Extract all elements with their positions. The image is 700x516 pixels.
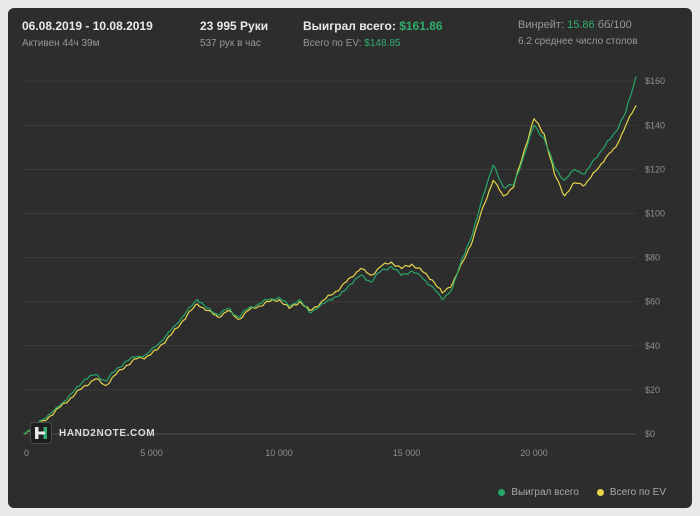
won-total-value: $161.86 — [399, 19, 443, 33]
svg-text:$40: $40 — [645, 341, 660, 351]
hands-per-hour: 537 рук в час — [200, 38, 261, 49]
ev-total-label: Всего по EV: — [303, 38, 362, 49]
svg-text:$120: $120 — [645, 164, 665, 174]
active-time: Активен 44ч 39м — [22, 38, 100, 49]
hands-stat: 23 995 Руки 537 рук в час — [200, 19, 268, 49]
winnings-chart[interactable]: $0 $20 $40 $60 $80 $100 $120 $140 $160 0 5 000 10 0… — [22, 62, 682, 466]
svg-text:$160: $160 — [645, 76, 665, 86]
won-total-line: Выиграл всего: $161.86 — [303, 19, 443, 33]
svg-text:5 000: 5 000 — [140, 448, 163, 458]
svg-text:$0: $0 — [645, 429, 655, 439]
hand2note-logo: HAND2NOTE.COM — [30, 422, 155, 444]
winrate-label: Винрейт: — [518, 19, 565, 31]
legend-item-won[interactable]: Выиграл всего — [498, 487, 579, 498]
svg-text:15 000: 15 000 — [393, 448, 421, 458]
hand2note-logo-icon — [30, 422, 52, 444]
ev-total-line: Всего по EV: $148.85 — [303, 38, 443, 49]
chart-legend: Выиграл всего Всего по EV — [498, 487, 666, 498]
winrate-unit: бб/100 — [597, 19, 632, 31]
legend-item-ev[interactable]: Всего по EV — [596, 487, 666, 498]
legend-dot-won — [498, 489, 506, 496]
svg-text:$80: $80 — [645, 253, 660, 263]
hand2note-logo-text: HAND2NOTE.COM — [59, 427, 156, 439]
svg-text:$60: $60 — [645, 297, 660, 307]
svg-text:10 000: 10 000 — [265, 448, 293, 458]
svg-text:20 000: 20 000 — [520, 448, 548, 458]
winrate-value: 15.86 — [567, 19, 595, 31]
legend-dot-ev — [596, 489, 604, 496]
hands-count: 23 995 Руки — [200, 19, 269, 33]
winrate-line: Винрейт: 15.86 бб/100 — [518, 19, 638, 31]
svg-text:$100: $100 — [645, 209, 665, 219]
svg-text:$140: $140 — [645, 120, 665, 130]
avg-tables: 6.2 среднее число столов — [518, 36, 638, 47]
ev-total-value: $148.85 — [364, 38, 401, 49]
svg-text:$20: $20 — [645, 385, 660, 395]
date-range-stat: 06.08.2019 - 10.08.2019 Активен 44ч 39м — [22, 19, 153, 49]
legend-label-ev: Всего по EV — [609, 487, 666, 498]
chart-canvas[interactable]: $0 $20 $40 $60 $80 $100 $120 $140 $160 0 5 000 10 0… — [22, 62, 682, 466]
winrate-stat: Винрейт: 15.86 бб/100 6.2 среднее число … — [518, 19, 638, 47]
svg-text:0: 0 — [24, 448, 29, 458]
session-results-panel: 06.08.2019 - 10.08.2019 Активен 44ч 39м … — [8, 8, 692, 508]
won-total-label: Выиграл всего: — [303, 19, 396, 33]
winnings-stat: Выиграл всего: $161.86 Всего по EV: $148… — [303, 19, 443, 49]
legend-label-won: Выиграл всего — [511, 487, 579, 498]
date-range: 06.08.2019 - 10.08.2019 — [22, 19, 153, 33]
